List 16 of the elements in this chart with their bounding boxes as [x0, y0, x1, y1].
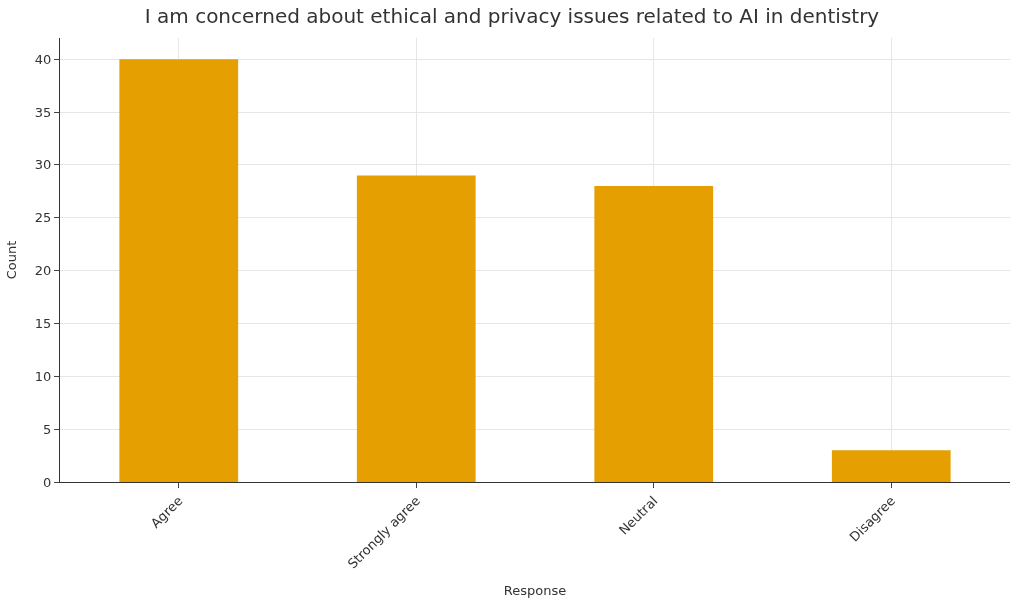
y-tick-label: 40 — [34, 51, 52, 67]
y-tick-label: 35 — [34, 104, 52, 120]
y-axis-title: Count — [3, 240, 19, 280]
bar — [594, 186, 714, 482]
chart-title: I am concerned about ethical and privacy issues related to AI in dentistry — [144, 4, 880, 29]
bar — [119, 59, 239, 482]
y-tick-label: 5 — [43, 421, 52, 437]
bar — [831, 450, 951, 482]
y-tick-label: 20 — [34, 263, 52, 279]
x-axis-title: Response — [503, 583, 567, 598]
y-tick-label: 25 — [34, 210, 52, 226]
y-tick-label: 10 — [34, 368, 52, 384]
y-tick-label: 30 — [34, 157, 52, 173]
bar — [356, 175, 476, 482]
y-tick-label: 15 — [34, 315, 52, 331]
y-tick-label: 0 — [43, 474, 52, 490]
